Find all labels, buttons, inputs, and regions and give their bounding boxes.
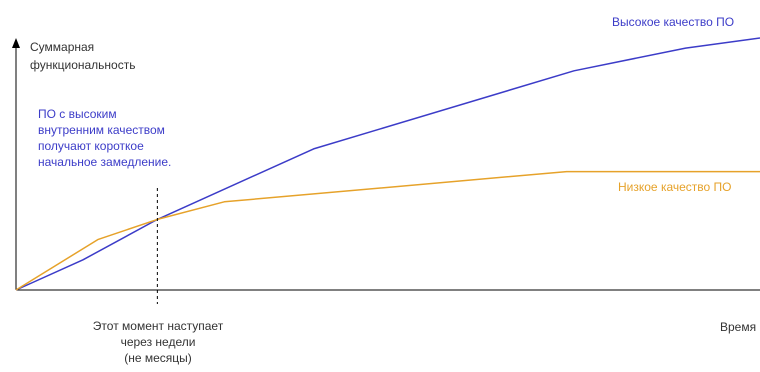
annotation-left-line: внутренним качеством xyxy=(38,123,165,137)
annotation-bottom-line: (не месяцы) xyxy=(124,351,192,365)
series-label-high-quality: Высокое качество ПО xyxy=(612,15,734,29)
text-layer: Суммарная функциональность ПО с высоким вну… xyxy=(30,15,756,365)
x-axis-label: Время xyxy=(720,320,756,334)
annotation-left-line: ПО с высоким xyxy=(38,107,117,121)
axes xyxy=(12,38,760,291)
annotation-bottom-line: через недели xyxy=(121,335,196,349)
series-low-quality-line xyxy=(15,170,760,291)
series-layer xyxy=(15,37,760,291)
series-high-quality-line xyxy=(15,37,760,291)
y-axis-label-line: Суммарная xyxy=(30,40,94,54)
annotation-left-line: получают короткое xyxy=(38,139,144,153)
annotation-left-line: начальное замедление. xyxy=(38,155,171,169)
y-axis-arrow xyxy=(12,38,20,48)
y-axis-label-line: функциональность xyxy=(30,58,135,72)
series-label-low-quality: Низкое качество ПО xyxy=(618,180,732,194)
annotation-bottom-line: Этот момент наступает xyxy=(93,319,224,333)
